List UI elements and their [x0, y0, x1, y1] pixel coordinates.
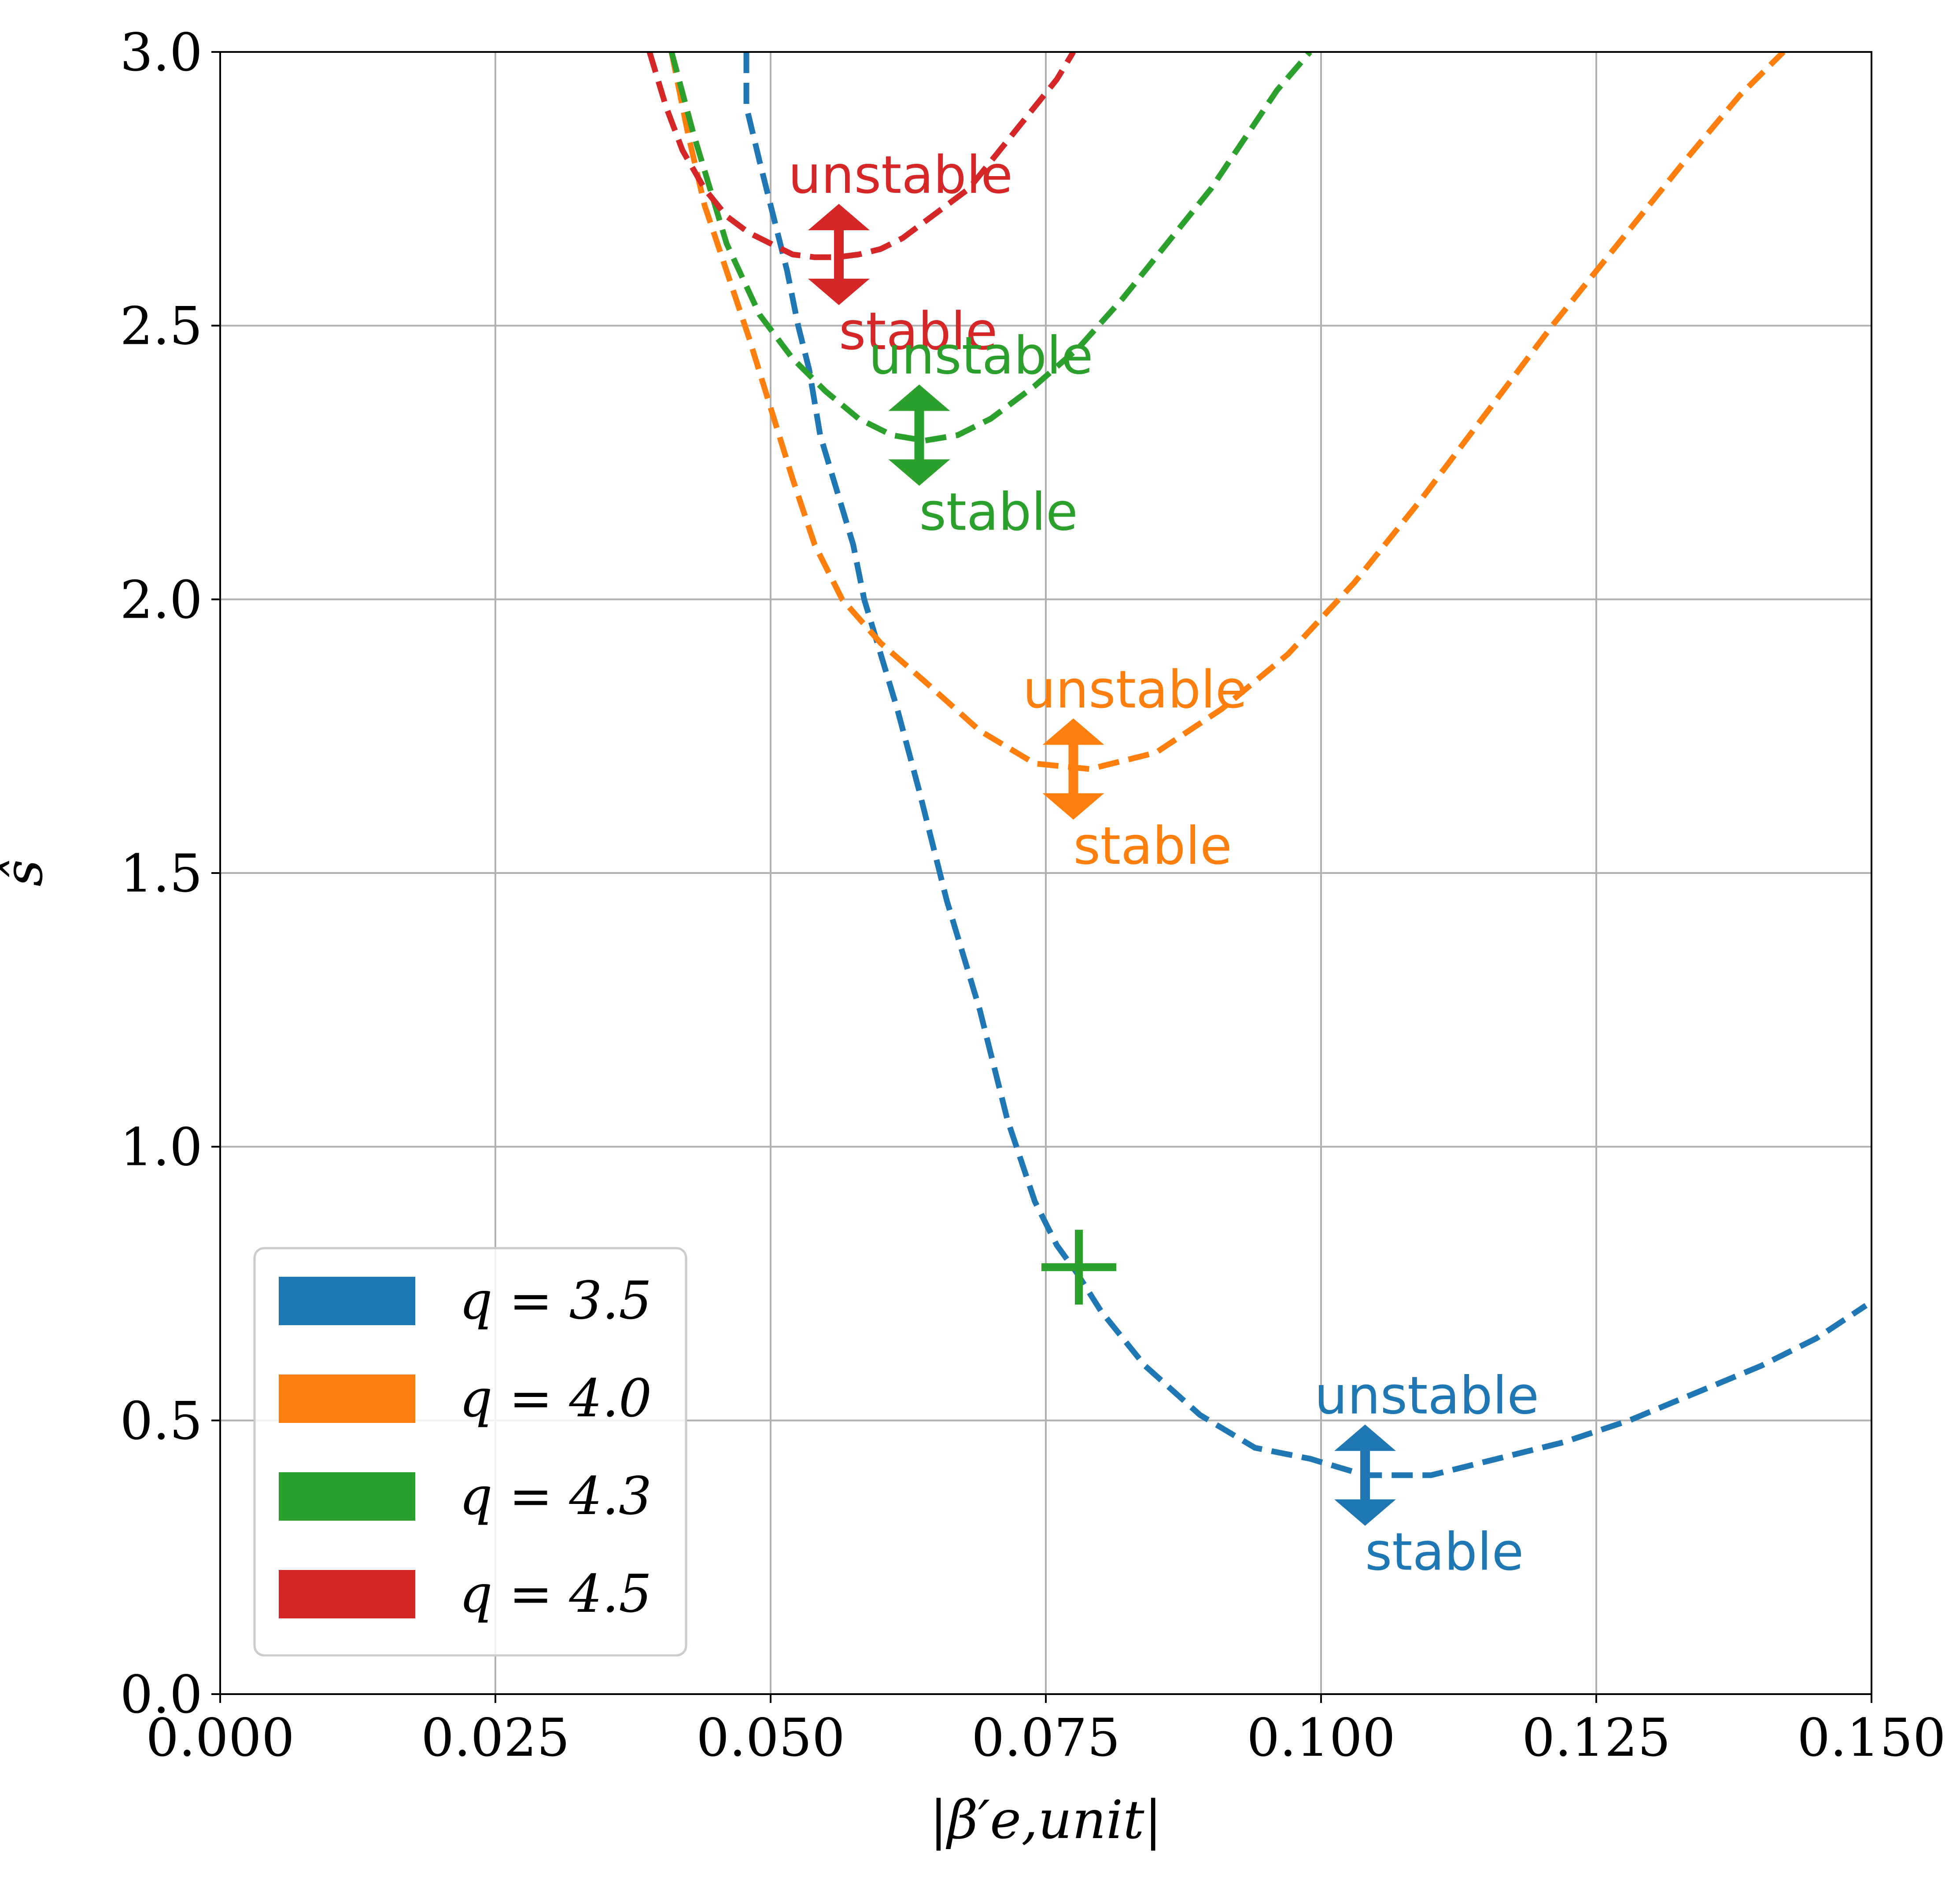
- series-line-1: [743, 52, 1868, 1478]
- y-tick-label: 3.0: [120, 22, 203, 83]
- y-tick-label: 2.5: [120, 296, 203, 357]
- stability-annotation-1: unstable stable: [788, 144, 1013, 361]
- legend-entry-3: q = 4.3: [279, 1466, 652, 1526]
- legend: q = 3.5 q = 4.0 q = 4.3 q = 4.5: [253, 1247, 687, 1657]
- x-tick-label: 0.000: [146, 1707, 295, 1768]
- legend-label: q = 3.5: [459, 1270, 652, 1331]
- x-tick-label: 0.075: [971, 1707, 1120, 1768]
- legend-entry-2: q = 4.0: [279, 1368, 652, 1429]
- unstable-label: unstable: [869, 325, 1093, 386]
- arrow-up-icon: [808, 204, 870, 231]
- annotations: unstablestableunstablestableunstablestab…: [788, 144, 1539, 1582]
- series-line-3: [668, 52, 1312, 444]
- series-group: [646, 52, 1868, 1478]
- legend-swatch: [279, 1374, 415, 1423]
- x-tick-label: 0.125: [1522, 1707, 1671, 1768]
- series-line-4: [646, 52, 1076, 260]
- x-axis-label: |β′e,unit|: [930, 1790, 1162, 1851]
- legend-entry-4: q = 4.5: [279, 1563, 652, 1624]
- y-tick-label: 1.0: [120, 1117, 203, 1178]
- arrow-down-icon: [1334, 1499, 1396, 1526]
- x-tick-label: 0.025: [421, 1707, 570, 1768]
- arrow-up-icon: [1042, 718, 1104, 745]
- arrow-up-icon: [888, 384, 950, 411]
- legend-label: q = 4.3: [459, 1466, 652, 1526]
- legend-swatch: [279, 1472, 415, 1521]
- stability-annotation-2: unstable stable: [869, 325, 1093, 542]
- stability-annotation-4: unstable stable: [1314, 1365, 1539, 1582]
- y-tick-label: 1.5: [120, 843, 203, 904]
- stable-label: stable: [1365, 1522, 1524, 1582]
- x-tick-label: 0.050: [696, 1707, 845, 1768]
- stability-annotation-3: unstable stable: [1023, 659, 1248, 876]
- legend-swatch: [279, 1277, 415, 1325]
- legend-swatch: [279, 1570, 415, 1618]
- x-tick-label: 0.100: [1247, 1707, 1395, 1768]
- legend-entry-1: q = 3.5: [279, 1270, 652, 1331]
- stable-label: stable: [919, 481, 1078, 542]
- y-tick-label: 0.5: [120, 1390, 203, 1451]
- series-line-2: [668, 52, 1786, 772]
- stable-label: stable: [839, 301, 997, 361]
- arrow-down-icon: [888, 459, 950, 486]
- x-tick-label: 0.150: [1797, 1707, 1946, 1768]
- y-axis-label: ŝ: [0, 859, 55, 887]
- y-tick-label: 2.0: [120, 569, 203, 630]
- legend-label: q = 4.5: [459, 1563, 652, 1624]
- ticks: 0.000 0.025 0.050 0.075 0.100 0.125 0.150 0.0 0.…: [120, 22, 1946, 1768]
- unstable-label: unstable: [1314, 1365, 1539, 1426]
- arrow-down-icon: [1042, 793, 1104, 820]
- arrow-down-icon: [808, 279, 870, 306]
- unstable-label: unstable: [1023, 659, 1248, 720]
- plus-marker: [1041, 1230, 1116, 1305]
- unstable-label: unstable: [788, 144, 1013, 205]
- legend-label: q = 4.0: [459, 1368, 652, 1429]
- legend-box: [253, 1247, 687, 1657]
- arrow-up-icon: [1334, 1424, 1396, 1451]
- y-tick-label: 0.0: [120, 1664, 203, 1725]
- stable-label: stable: [1073, 815, 1232, 876]
